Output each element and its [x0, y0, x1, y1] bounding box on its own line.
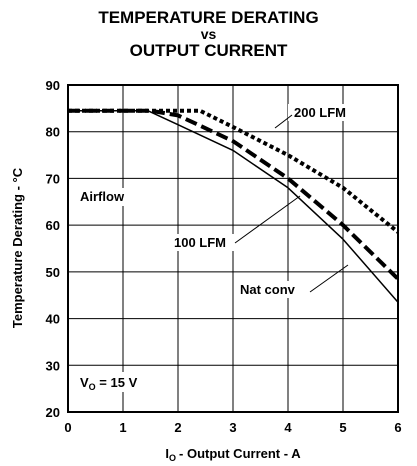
x-axis-label: IO - Output Current - A: [165, 446, 301, 463]
y-tick-label: 90: [46, 78, 60, 93]
series-lines: [68, 108, 400, 303]
label-100lfm: 100 LFM: [174, 235, 226, 250]
y-tick-label: 40: [46, 312, 60, 327]
y-tick-label: 60: [46, 218, 60, 233]
leader-200lfm: [274, 114, 293, 129]
y-tick-label: 70: [46, 171, 60, 186]
x-axis-text: - Output Current - A: [179, 446, 301, 461]
chart-title-line-2: vs: [200, 26, 217, 42]
x-axis-subscript: O: [169, 453, 176, 463]
series-line-nat-conv: [68, 109, 399, 303]
tick-labels: 0 1 2 3 4 5 6 20 30 40 50 60 70 80 90: [46, 78, 402, 435]
airflow-bg: [77, 188, 135, 206]
label-bg-100lfm: [171, 234, 239, 251]
y-tick-label: 20: [46, 405, 60, 420]
x-tick-label: 3: [229, 420, 236, 435]
leader-natconv: [309, 264, 349, 293]
x-tick-label: 6: [394, 420, 401, 435]
y-tick-label: 30: [46, 358, 60, 373]
leader-100lfm: [234, 195, 301, 244]
y-axis-label: Temperature Derating - °C: [10, 167, 25, 328]
label-natconv: Nat conv: [240, 282, 296, 297]
chart-title-line-1: TEMPERATURE DERATING: [98, 8, 319, 27]
y-tick-label: 50: [46, 265, 60, 280]
series-line-100-lfm: [68, 108, 400, 281]
x-axis-symbol: I: [165, 446, 169, 461]
y-tick-label: 80: [46, 125, 60, 140]
vo-bg: [76, 372, 156, 392]
airflow-label: Airflow: [80, 189, 125, 204]
chart-title: TEMPERATURE DERATING vs OUTPUT CURRENT: [0, 8, 417, 60]
plot-frame: [67, 84, 399, 413]
label-bg-natconv: [236, 281, 312, 298]
label-bg-200lfm: [288, 104, 358, 121]
vo-subscript: O: [89, 382, 96, 392]
label-200lfm: 200 LFM: [294, 105, 346, 120]
x-tick-label: 5: [339, 420, 346, 435]
x-tick-label: 1: [119, 420, 126, 435]
vo-value: = 15 V: [96, 375, 138, 390]
x-tick-label: 0: [64, 420, 71, 435]
x-tick-label: 2: [174, 420, 181, 435]
series-line-200-lfm: [68, 108, 400, 234]
chart-title-line-3: OUTPUT CURRENT: [129, 41, 288, 60]
vo-label: VO = 15 V: [80, 375, 138, 392]
vo-symbol: V: [80, 375, 89, 390]
x-tick-label: 4: [284, 420, 292, 435]
